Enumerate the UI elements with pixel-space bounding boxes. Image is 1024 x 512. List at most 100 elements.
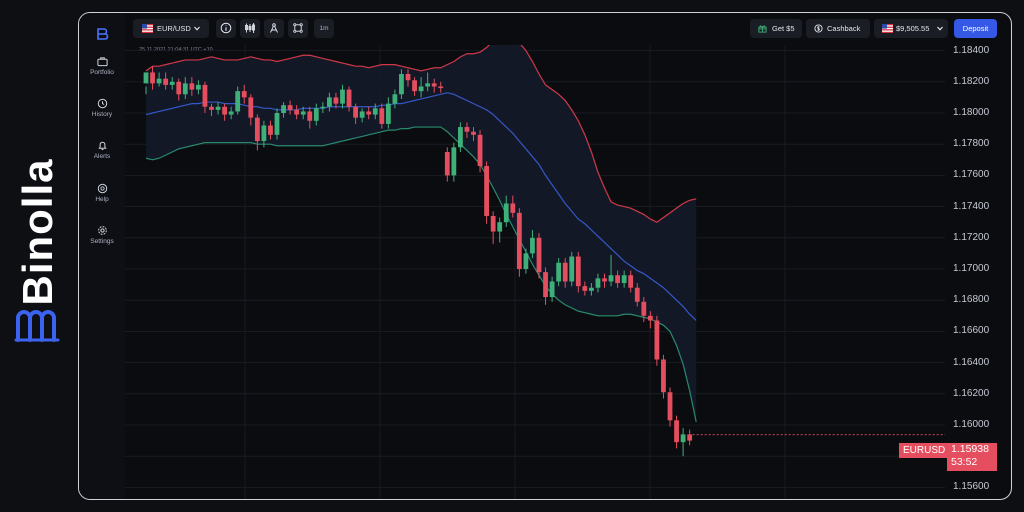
candle-body xyxy=(510,203,516,213)
info-button[interactable] xyxy=(216,19,236,38)
chart-canvas[interactable] xyxy=(125,37,1011,499)
sidebar-item-alerts[interactable]: Alerts xyxy=(79,140,125,176)
asset-selector[interactable]: EUR/USD xyxy=(133,19,209,38)
candle-body xyxy=(687,434,693,441)
candle xyxy=(150,66,155,90)
help-icon xyxy=(97,183,107,194)
sidebar-item-settings[interactable]: Settings xyxy=(79,225,125,261)
candle-body xyxy=(235,91,241,112)
bollinger-band-fill xyxy=(146,38,697,422)
price-tick: 1.17000 xyxy=(953,263,990,274)
candle-body xyxy=(536,237,542,273)
candle xyxy=(654,315,660,366)
candle-body xyxy=(163,78,169,85)
candle-body xyxy=(575,256,581,287)
app-logo-icon[interactable] xyxy=(95,26,109,40)
candle-body xyxy=(268,125,273,135)
history-icon xyxy=(97,98,107,109)
candle xyxy=(536,233,542,279)
timeframe-button[interactable]: 1m xyxy=(314,19,334,38)
cashback-icon xyxy=(814,24,823,33)
balance-selector[interactable]: $9,505.55 xyxy=(874,19,948,38)
candle xyxy=(562,258,568,288)
candles-icon xyxy=(245,23,255,33)
candle xyxy=(477,130,483,173)
candle xyxy=(399,69,404,99)
candle xyxy=(281,102,286,118)
candle-body xyxy=(412,80,417,92)
candle-body xyxy=(392,94,398,104)
candle xyxy=(687,429,693,446)
candle-body xyxy=(353,106,358,118)
price-tick: 1.16800 xyxy=(953,294,990,306)
get-bonus-button[interactable]: Get $5 xyxy=(750,19,802,38)
candle-body xyxy=(385,103,391,124)
binolla-logo-icon xyxy=(14,310,60,342)
chart-timestamp: 25.11.2021 21:04:31 UTC +10 xyxy=(139,47,213,53)
candle xyxy=(621,270,627,288)
candle xyxy=(215,102,221,115)
candle-body xyxy=(294,109,300,115)
brand-panel: Binolla xyxy=(0,0,78,512)
drawing-tools-button[interactable] xyxy=(288,19,308,38)
candle xyxy=(503,195,509,227)
candle xyxy=(641,297,647,323)
briefcase-icon xyxy=(96,57,108,67)
candle-body xyxy=(516,212,522,269)
candle-body xyxy=(615,275,620,284)
candle-body xyxy=(182,83,188,95)
candle-body xyxy=(261,125,267,142)
candle xyxy=(359,108,365,123)
candle-body xyxy=(582,286,588,291)
candle-body xyxy=(680,434,686,443)
candle-body xyxy=(418,86,424,92)
brand-wordmark: Binolla xyxy=(14,158,61,306)
info-icon xyxy=(220,22,232,34)
bollinger-lower-line xyxy=(145,126,697,423)
candle xyxy=(667,387,673,427)
cashback-button[interactable]: Cashback xyxy=(806,19,870,38)
candle xyxy=(634,283,640,307)
candle-body xyxy=(320,106,326,109)
candle xyxy=(379,103,385,129)
sidebar-item-portfolio[interactable]: Portfolio xyxy=(79,56,125,92)
crop-icon xyxy=(293,23,303,33)
candle-body xyxy=(523,253,529,269)
candle-body xyxy=(641,301,647,316)
indicators-button[interactable] xyxy=(264,19,284,38)
current-price-tag: 1.15938 53:52 xyxy=(947,443,997,471)
candle xyxy=(327,92,332,112)
candle xyxy=(471,127,476,142)
candle xyxy=(575,251,581,293)
candle-body xyxy=(405,74,411,81)
candle xyxy=(412,77,417,96)
candle xyxy=(392,89,398,109)
deposit-button[interactable]: Deposit xyxy=(954,19,997,38)
candle xyxy=(366,106,372,120)
candle-body xyxy=(595,278,601,288)
chevron-down-icon xyxy=(937,26,943,31)
candle xyxy=(333,92,339,109)
candle-body xyxy=(196,84,201,90)
candle-body xyxy=(176,81,182,95)
candle-body xyxy=(543,272,548,298)
candle-body xyxy=(497,222,503,232)
candle xyxy=(569,251,575,287)
get-bonus-label: Get $5 xyxy=(772,24,795,33)
candle xyxy=(484,161,489,224)
candle-body xyxy=(674,420,679,443)
chart-type-button[interactable] xyxy=(240,19,260,38)
candle-body xyxy=(503,203,509,223)
candle-body xyxy=(556,262,562,282)
candle-body xyxy=(549,281,555,298)
price-chart[interactable]: 1.18400 1.18200 1.18000 1.17800 1.17600 1.174… xyxy=(125,37,1011,499)
candle xyxy=(628,270,634,293)
sidebar-item-history[interactable]: History xyxy=(79,98,125,134)
sidebar-item-help[interactable]: Help xyxy=(79,183,125,219)
gift-icon xyxy=(758,25,767,33)
bell-icon xyxy=(97,141,107,150)
candle-body xyxy=(431,83,437,87)
compass-icon xyxy=(270,23,278,33)
candle xyxy=(209,103,214,117)
candle xyxy=(182,77,188,99)
